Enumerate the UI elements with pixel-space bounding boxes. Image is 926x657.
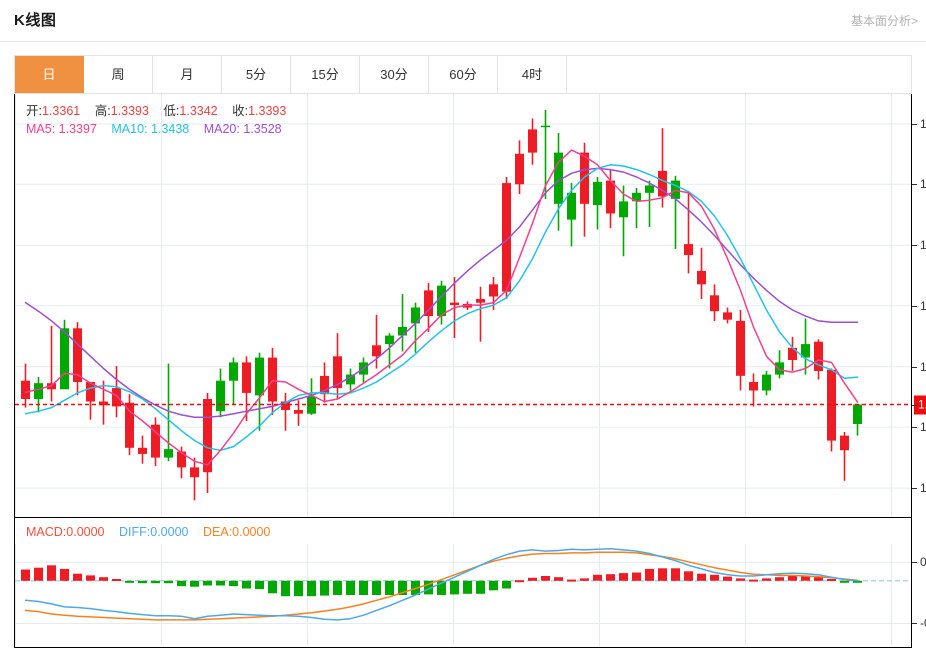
price-tick-3: 1.3555 [920, 298, 926, 313]
tab-30min[interactable]: 30分 [360, 56, 429, 93]
axis-tick [912, 404, 917, 406]
tab-week[interactable]: 周 [84, 56, 153, 93]
price-tick-5: 1.3356 [920, 420, 926, 435]
tab-60min[interactable]: 60分 [429, 56, 498, 93]
current-price-badge: 1.3393 [914, 395, 926, 415]
candlestick-plot [15, 94, 911, 517]
macd-plot [15, 544, 911, 646]
fundamental-analysis-link[interactable]: 基本面分析> [850, 14, 918, 28]
axis-tick [912, 184, 917, 186]
tab-5min[interactable]: 5分 [222, 56, 291, 93]
price-tick-4: 1.3455 [920, 359, 926, 374]
axis-tick [912, 488, 917, 490]
macd-value: 0.0000 [66, 525, 105, 539]
diff-value: 0.0000 [150, 525, 189, 539]
price-tick-0: 1.3853 [920, 116, 926, 131]
timeframe-tabbar: 日 周 月 5分 15分 30分 60分 4时 [14, 55, 912, 94]
tab-4hour[interactable]: 4时 [498, 56, 567, 93]
axis-tick [912, 305, 917, 307]
chart-container[interactable]: 开:1.3361 高:1.3393 低:1.3342 收:1.3393 MA5:… [14, 94, 926, 648]
macd-tick-1: -0.0072 [920, 616, 926, 631]
tab-15min[interactable]: 15分 [291, 56, 360, 93]
price-pane[interactable]: 开:1.3361 高:1.3393 低:1.3342 收:1.3393 MA5:… [15, 94, 911, 518]
tabbar-filler [567, 56, 911, 93]
axis-tick [912, 427, 917, 429]
axis-tick [912, 366, 917, 368]
tab-month[interactable]: 月 [153, 56, 222, 93]
macd-tick-0: 0.0031 [920, 555, 926, 570]
dea-label: DEA: [202, 525, 233, 539]
price-tick-2: 1.3654 [920, 238, 926, 253]
axis-tick [912, 123, 917, 125]
axis-tick [912, 245, 917, 247]
price-tick-1: 1.3754 [920, 177, 926, 192]
diff-label: DIFF: [119, 525, 151, 539]
axis-tick [912, 562, 917, 564]
axis-tick [912, 623, 917, 625]
tab-day[interactable]: 日 [15, 56, 84, 93]
macd-label: MACD: [26, 525, 67, 539]
page-title: K线图 [14, 12, 57, 29]
macd-legend: MACD:0.0000 DIFF:0.0000 DEA:0.0000 [26, 525, 270, 539]
macd-pane[interactable]: MACD:0.0000 DIFF:0.0000 DEA:0.0000 [15, 518, 911, 646]
price-tick-6: 1.3256 [920, 481, 926, 496]
dea-value: 0.0000 [232, 525, 271, 539]
page-header: K线图 基本面分析> [0, 0, 926, 42]
